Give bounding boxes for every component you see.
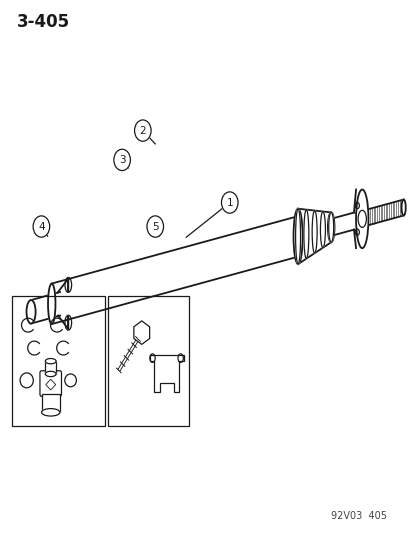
- Ellipse shape: [357, 211, 366, 228]
- Ellipse shape: [295, 209, 300, 264]
- Text: 3: 3: [119, 155, 125, 165]
- Text: 3-405: 3-405: [17, 13, 69, 31]
- Ellipse shape: [328, 213, 333, 243]
- Ellipse shape: [311, 211, 316, 253]
- Circle shape: [33, 216, 50, 237]
- FancyBboxPatch shape: [40, 371, 61, 397]
- Ellipse shape: [355, 190, 368, 248]
- Ellipse shape: [293, 209, 302, 264]
- Bar: [41, 394, 60, 413]
- Ellipse shape: [401, 199, 405, 215]
- Ellipse shape: [26, 300, 36, 324]
- Ellipse shape: [64, 374, 76, 387]
- Ellipse shape: [45, 359, 56, 364]
- Text: 1: 1: [226, 198, 233, 207]
- Text: 2: 2: [139, 126, 146, 135]
- Ellipse shape: [48, 284, 55, 324]
- Ellipse shape: [45, 372, 56, 377]
- Circle shape: [147, 216, 163, 237]
- Text: 92V03  405: 92V03 405: [330, 511, 386, 521]
- Ellipse shape: [20, 373, 33, 388]
- Bar: [45, 361, 56, 374]
- Circle shape: [134, 120, 151, 141]
- Ellipse shape: [327, 213, 334, 243]
- Polygon shape: [133, 321, 149, 344]
- Text: 5: 5: [152, 222, 158, 231]
- Ellipse shape: [303, 209, 308, 259]
- Ellipse shape: [41, 409, 59, 416]
- Bar: [12, 296, 104, 426]
- Polygon shape: [149, 355, 183, 392]
- Bar: [108, 296, 189, 426]
- Polygon shape: [45, 379, 55, 390]
- Ellipse shape: [320, 212, 325, 248]
- Circle shape: [114, 149, 130, 171]
- Text: 4: 4: [38, 222, 45, 231]
- Circle shape: [221, 192, 237, 213]
